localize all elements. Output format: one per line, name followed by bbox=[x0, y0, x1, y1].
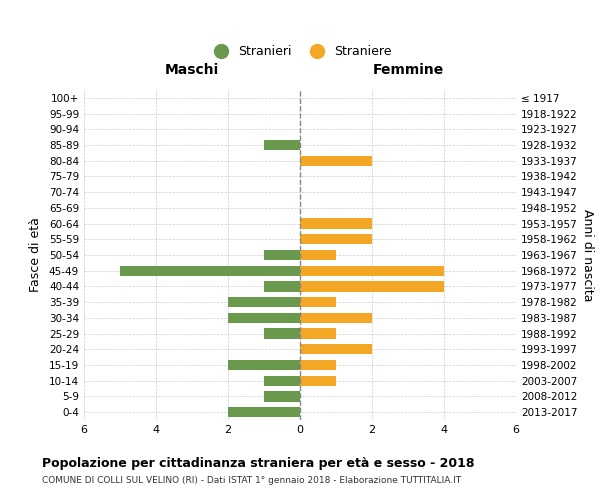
Bar bbox=[228, 297, 300, 307]
Bar bbox=[300, 297, 336, 307]
Bar bbox=[300, 344, 372, 354]
Bar bbox=[300, 156, 372, 166]
Text: COMUNE DI COLLI SUL VELINO (RI) - Dati ISTAT 1° gennaio 2018 - Elaborazione TUTT: COMUNE DI COLLI SUL VELINO (RI) - Dati I… bbox=[42, 476, 461, 485]
Text: Popolazione per cittadinanza straniera per età e sesso - 2018: Popolazione per cittadinanza straniera p… bbox=[42, 458, 475, 470]
Bar bbox=[300, 250, 336, 260]
Bar bbox=[300, 266, 444, 276]
Bar bbox=[264, 328, 300, 338]
Bar bbox=[264, 376, 300, 386]
Y-axis label: Anni di nascita: Anni di nascita bbox=[581, 209, 594, 301]
Text: Maschi: Maschi bbox=[165, 63, 219, 77]
Bar bbox=[264, 282, 300, 292]
Bar bbox=[264, 140, 300, 150]
Bar bbox=[264, 392, 300, 402]
Bar bbox=[228, 313, 300, 323]
Bar bbox=[300, 376, 336, 386]
Bar bbox=[120, 266, 300, 276]
Bar bbox=[300, 218, 372, 228]
Bar bbox=[300, 234, 372, 244]
Legend: Stranieri, Straniere: Stranieri, Straniere bbox=[203, 40, 397, 63]
Bar bbox=[228, 360, 300, 370]
Bar bbox=[264, 250, 300, 260]
Bar bbox=[300, 328, 336, 338]
Y-axis label: Fasce di età: Fasce di età bbox=[29, 218, 42, 292]
Bar bbox=[228, 407, 300, 417]
Text: Femmine: Femmine bbox=[373, 63, 443, 77]
Bar bbox=[300, 313, 372, 323]
Bar bbox=[300, 282, 444, 292]
Bar bbox=[300, 360, 336, 370]
